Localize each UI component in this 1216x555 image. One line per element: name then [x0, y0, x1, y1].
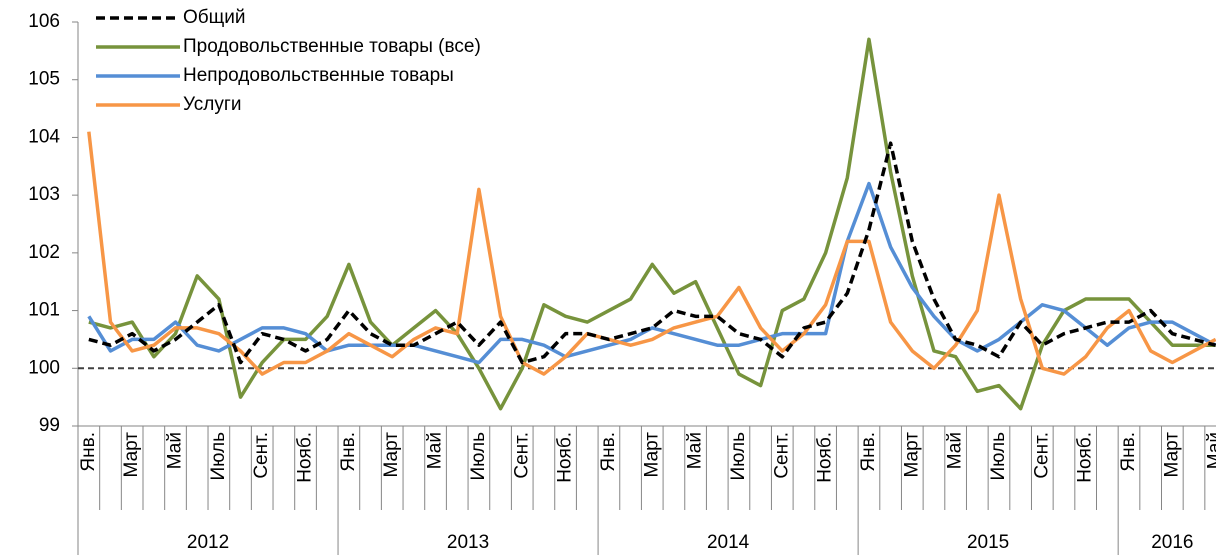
y-tick-label: 103 — [28, 184, 60, 205]
y-tick-label: 100 — [28, 357, 60, 378]
legend-bg — [92, 5, 582, 32]
x-tick-label: Июль — [468, 432, 489, 481]
x-tick-label: Июль — [988, 432, 1009, 481]
year-label: 2012 — [187, 532, 229, 553]
x-tick-label: Янв. — [1118, 432, 1139, 472]
y-tick-label: 106 — [28, 11, 60, 32]
x-tick-label: Сент. — [771, 432, 792, 479]
x-tick-label: Янв. — [598, 432, 619, 472]
x-tick-label: Май — [945, 432, 966, 469]
x-tick-label: Июль — [208, 432, 229, 481]
y-tick-label: 99 — [39, 415, 60, 436]
x-tick-label: Нояб. — [815, 432, 836, 483]
x-tick-label: Сент. — [511, 432, 532, 479]
x-tick-label: Май — [425, 432, 446, 469]
x-tick-label: Июль — [728, 432, 749, 481]
legend-label: Продовольственные товары (все) — [183, 36, 481, 57]
year-label: 2015 — [967, 532, 1009, 553]
y-tick-label: 102 — [28, 242, 60, 263]
x-tick-label: Март — [121, 432, 142, 478]
x-tick-label: Нояб. — [295, 432, 316, 483]
series-line — [88, 37, 1216, 411]
legend-label: Непродовольственные товары — [183, 65, 454, 86]
legend-label: Общий — [183, 7, 246, 28]
year-label: 2016 — [1151, 532, 1193, 553]
series-line — [87, 131, 1216, 376]
x-tick-label: Март — [1161, 432, 1182, 478]
x-tick-label: Янв. — [858, 432, 879, 472]
y-tick-label: 105 — [28, 69, 60, 90]
x-tick-label: Март — [901, 432, 922, 478]
year-label: 2013 — [447, 532, 489, 553]
x-tick-label: Март — [381, 432, 402, 478]
year-label: 2014 — [707, 532, 750, 553]
x-tick-label: Май — [165, 432, 186, 469]
x-tick-label: Нояб. — [555, 432, 576, 483]
x-tick-label: Сент. — [251, 432, 272, 479]
x-tick-label: Май — [685, 432, 706, 469]
series-line — [88, 141, 1216, 365]
x-tick-label: Нояб. — [1075, 432, 1096, 483]
x-tick-label: Май — [1205, 432, 1216, 469]
x-tick-label: Янв. — [338, 432, 359, 472]
x-tick-label: Сент. — [1031, 432, 1052, 479]
x-tick-label: Янв. — [78, 432, 99, 472]
y-tick-label: 101 — [28, 300, 60, 321]
y-tick-label: 104 — [28, 126, 60, 147]
x-tick-label: Март — [641, 432, 662, 478]
legend-label: Услуги — [183, 94, 241, 115]
